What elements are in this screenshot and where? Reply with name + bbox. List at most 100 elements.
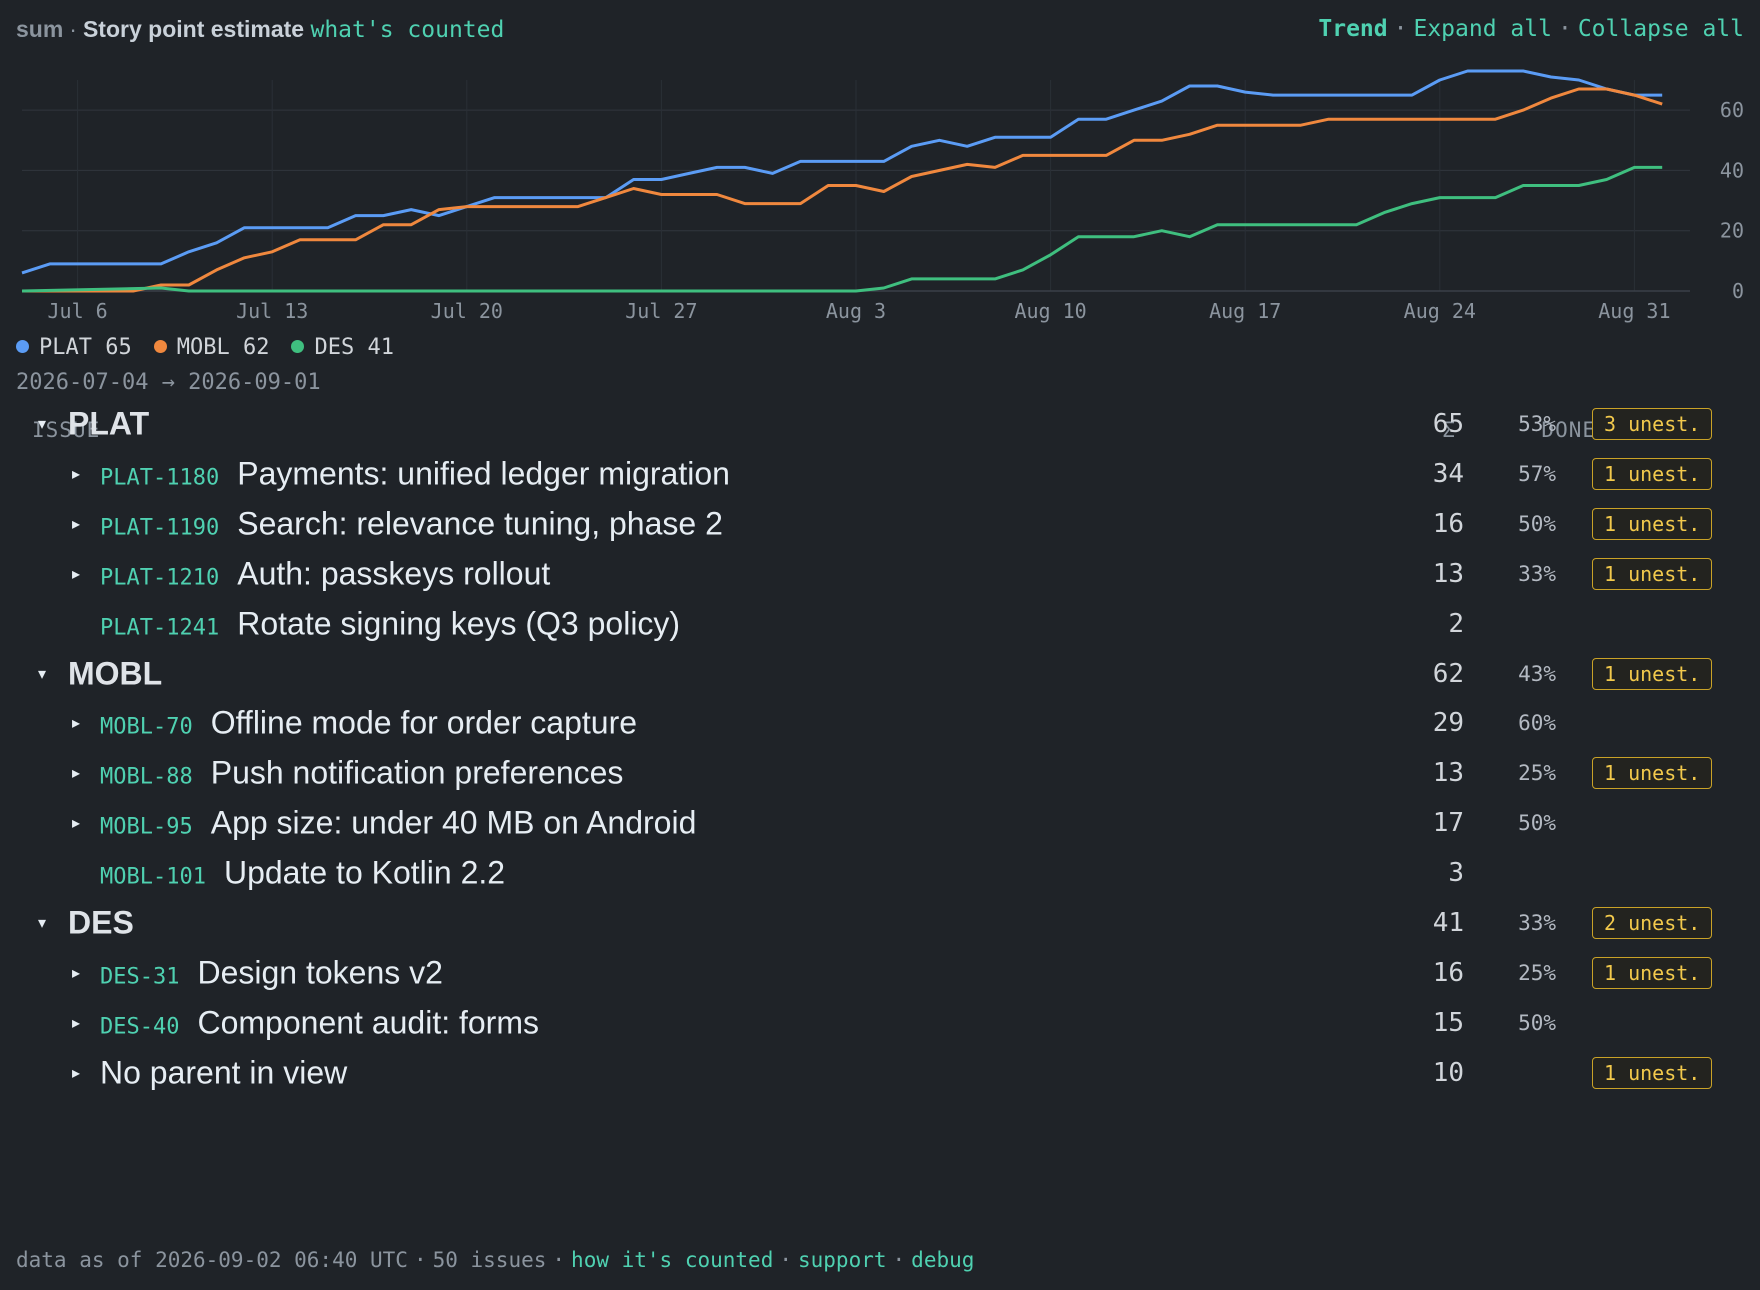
issue-key[interactable]: DES-31: [100, 964, 180, 990]
view-actions: Trend · Expand all · Collapse all: [1318, 16, 1744, 42]
legend-swatch: [291, 340, 305, 353]
sum-value: 15: [1432, 1007, 1464, 1038]
issue-title: Component audit: forms: [197, 1004, 539, 1041]
expand-toggle[interactable]: ▸: [72, 465, 81, 483]
issue-label: No parent in view: [100, 1054, 347, 1091]
x-tick-label: Jul 27: [625, 299, 697, 323]
issue-key[interactable]: DES-40: [100, 1014, 180, 1040]
expand-toggle[interactable]: ▸: [72, 964, 81, 982]
sum-value: 16: [1432, 957, 1464, 988]
group-row[interactable]: ▾ MOBL 62 43% 1 unest.: [0, 646, 1760, 702]
support-link[interactable]: support: [798, 1248, 887, 1272]
data-timestamp: data as of 2026-09-02 06:40 UTC: [16, 1248, 408, 1272]
legend-item-plat: PLAT 65: [16, 335, 132, 360]
issue-label: PLAT: [68, 406, 149, 443]
done-percent: 33%: [1518, 561, 1556, 586]
issue-key[interactable]: PLAT-1190: [100, 515, 220, 541]
sum-value: 34: [1432, 458, 1464, 489]
expand-toggle[interactable]: ▸: [72, 1064, 81, 1082]
whats-counted-link[interactable]: what's counted: [310, 17, 505, 43]
done-percent: 43%: [1518, 661, 1556, 686]
legend-label: PLAT: [39, 335, 92, 360]
issue-key[interactable]: MOBL-101: [100, 864, 206, 890]
unestimated-badge[interactable]: 2 unest.: [1592, 907, 1713, 939]
issue-key[interactable]: MOBL-70: [100, 714, 193, 740]
expand-toggle[interactable]: ▸: [72, 765, 81, 783]
table-row[interactable]: ▸ PLAT-1180 Payments: unified ledger migra…: [0, 446, 1760, 502]
table-row[interactable]: ▸ DES-31 Design tokens v2 16 25% 1 unest.: [0, 945, 1760, 1001]
debug-link[interactable]: debug: [911, 1248, 975, 1272]
sum-value: 2: [1448, 608, 1464, 639]
group-row[interactable]: ▾ PLAT 65 53% 3 unest.: [0, 396, 1760, 452]
issue-label: DES: [68, 905, 134, 942]
expand-toggle[interactable]: ▸: [72, 815, 81, 833]
sum-value: 17: [1432, 808, 1464, 839]
table-row[interactable]: ▸ MOBL-95 App size: under 40 MB on Android…: [0, 795, 1760, 851]
unestimated-badge[interactable]: 1 unest.: [1592, 507, 1713, 540]
expand-toggle[interactable]: ▸: [72, 715, 81, 733]
issue-key[interactable]: PLAT-1210: [100, 565, 220, 591]
table-row[interactable]: ▸ PLAT-1190 Search: relevance tuning, phas…: [0, 496, 1760, 552]
series-line-mobl: [22, 87, 1663, 293]
separator: ·: [552, 1248, 566, 1272]
top-bar: sum · Story point estimate what's counted …: [16, 16, 1744, 48]
legend-value: 62: [242, 335, 270, 360]
expand-toggle[interactable]: ▸: [72, 1014, 81, 1032]
how-counted-link[interactable]: how it's counted: [571, 1248, 774, 1272]
table-row[interactable]: ▸ DES-40 Component audit: forms 15 50%: [0, 995, 1760, 1051]
done-percent: 57%: [1518, 461, 1556, 486]
sum-value: 16: [1432, 508, 1464, 539]
sum-value: 65: [1432, 409, 1464, 439]
column-header-sum: Σ: [1442, 418, 1456, 442]
unestimated-badge[interactable]: 1 unest.: [1592, 1056, 1713, 1089]
separator: ·: [1557, 16, 1572, 42]
expand-toggle[interactable]: ▸: [72, 565, 81, 583]
sum-value: 29: [1432, 708, 1464, 739]
trend-toggle[interactable]: Trend: [1318, 16, 1388, 42]
collapse-toggle[interactable]: ▾: [38, 915, 47, 932]
table-row[interactable]: ▸ PLAT-1210 Auth: passkeys rollout 13 33% 1 u…: [0, 546, 1760, 602]
issue-title: Rotate signing keys (Q3 policy): [237, 605, 681, 642]
group-row[interactable]: ▾ DES 41 33% 2 unest.: [0, 895, 1760, 951]
issue-key[interactable]: PLAT-1180: [100, 465, 220, 491]
group-name: MOBL: [68, 655, 163, 691]
table-row[interactable]: ▸ MOBL-88 Push notification preferences 13 2…: [0, 745, 1760, 801]
table-row[interactable]: ▸ MOBL-70 Offline mode for order capture 29…: [0, 695, 1760, 751]
chart-legend: PLAT 65 MOBL 62 DES 41: [16, 334, 416, 360]
done-percent: 25%: [1518, 960, 1556, 985]
collapse-toggle[interactable]: ▾: [38, 665, 47, 683]
separator: ·: [69, 16, 77, 42]
unestimated-badge[interactable]: 1 unest.: [1592, 657, 1713, 690]
y-tick-label: 20: [1720, 219, 1744, 243]
issue-key[interactable]: MOBL-88: [100, 764, 193, 790]
group-name: DES: [68, 904, 134, 941]
unestimated-badge[interactable]: 3 unest.: [1592, 408, 1713, 440]
collapse-all-button[interactable]: Collapse all: [1577, 16, 1744, 42]
issue-key[interactable]: PLAT-1241: [100, 615, 220, 641]
legend-value: 41: [367, 335, 394, 360]
table-row[interactable]: PLAT-1241 Rotate signing keys (Q3 policy)…: [0, 596, 1760, 652]
x-tick-label: Aug 31: [1598, 299, 1670, 323]
group-name: PLAT: [68, 405, 150, 442]
table-row[interactable]: ▸ No parent in view 10 1 unest.: [0, 1045, 1760, 1101]
issue-label: MOBL-95 App size: under 40 MB on Android: [100, 805, 696, 842]
unestimated-badge[interactable]: 1 unest.: [1592, 956, 1713, 989]
issue-label: DES-40 Component audit: forms: [100, 1004, 539, 1041]
issue-label: PLAT-1190 Search: relevance tuning, phase…: [100, 505, 723, 542]
issue-key[interactable]: MOBL-95: [100, 814, 193, 840]
unestimated-badge[interactable]: 1 unest.: [1592, 457, 1713, 490]
sum-value: 41: [1432, 908, 1464, 938]
legend-item-mobl: MOBL 62: [153, 335, 270, 360]
x-tick-label: Jul 13: [236, 299, 308, 323]
issue-label: PLAT-1210 Auth: passkeys rollout: [100, 555, 550, 592]
expand-all-button[interactable]: Expand all: [1413, 16, 1552, 42]
date-range: 2026-07-04 → 2026-09-01: [16, 370, 321, 395]
table-row[interactable]: MOBL-101 Update to Kotlin 2.2 3: [0, 845, 1760, 901]
issue-label: MOBL: [68, 655, 162, 692]
unestimated-badge[interactable]: 1 unest.: [1592, 557, 1713, 590]
unestimated-badge[interactable]: 1 unest.: [1592, 757, 1713, 790]
expand-toggle[interactable]: ▸: [72, 515, 81, 533]
sum-value: 13: [1432, 558, 1464, 589]
collapse-toggle[interactable]: ▾: [38, 416, 47, 433]
x-tick-label: Aug 10: [1014, 299, 1086, 323]
